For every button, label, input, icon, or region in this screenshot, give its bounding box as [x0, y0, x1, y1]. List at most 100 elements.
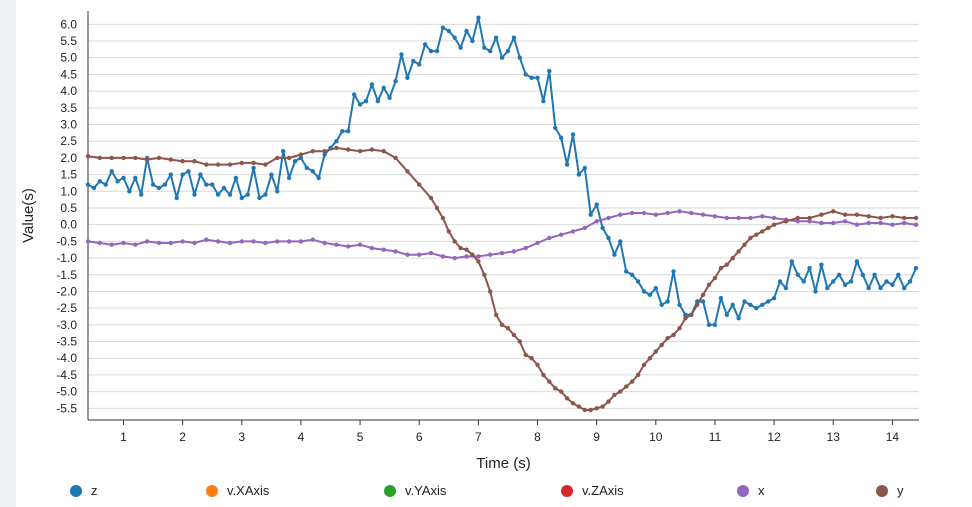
data-point [298, 239, 304, 244]
data-point [464, 254, 469, 259]
data-point [109, 169, 114, 174]
data-point [428, 48, 434, 54]
x-tick-label: 3 [238, 430, 245, 444]
data-point [588, 212, 593, 217]
data-point [150, 182, 156, 187]
data-point [180, 172, 185, 177]
data-point [109, 242, 114, 247]
data-point [476, 15, 481, 20]
y-tick-label: 1.0 [60, 184, 77, 198]
data-point [683, 316, 688, 321]
legend-item-z[interactable]: z [70, 483, 98, 498]
data-point [535, 75, 540, 81]
data-point [505, 48, 511, 54]
data-point [192, 159, 197, 164]
data-point [582, 225, 587, 231]
data-point [677, 302, 682, 307]
data-point [174, 195, 179, 201]
data-point [777, 279, 783, 284]
data-point [866, 285, 871, 291]
data-point [896, 272, 901, 277]
data-point [712, 322, 718, 327]
data-point [724, 262, 729, 267]
legend-label: x [758, 483, 765, 498]
data-point [902, 215, 907, 221]
data-point [399, 52, 404, 57]
data-point [292, 159, 298, 164]
data-point [458, 245, 463, 251]
data-point [564, 162, 570, 167]
legend-item-y[interactable]: y [876, 483, 904, 498]
data-point [405, 252, 410, 257]
data-point [346, 147, 351, 152]
legend-swatch [561, 484, 573, 497]
legend-item-v-xaxis[interactable]: v.XAxis [206, 483, 269, 498]
data-point [275, 155, 280, 161]
data-point [227, 162, 233, 167]
data-point [677, 326, 682, 331]
data-point [588, 407, 593, 413]
legend-item-v-yaxis[interactable]: v.YAxis [384, 483, 446, 498]
y-tick-label: -3.5 [56, 335, 77, 349]
data-point [748, 302, 753, 307]
legend-swatch [384, 484, 396, 497]
data-point [559, 389, 564, 394]
data-point [523, 72, 528, 77]
data-point [363, 98, 369, 104]
legend-item-v-zaxis[interactable]: v.ZAxis [561, 483, 624, 498]
data-point [706, 282, 712, 287]
data-point [381, 85, 386, 91]
line-chart: 6.0 5.5 5.0 4.5 4.0 3.5 3.0 2.5 2.0 1.5 1.0 0.5 0.0 -… [20, 11, 919, 472]
data-point [434, 205, 440, 211]
legend-swatch [206, 484, 218, 497]
series-line [87, 146, 916, 411]
data-point [700, 299, 706, 304]
data-point [760, 302, 765, 307]
data-point [180, 239, 185, 244]
data-point [239, 160, 244, 166]
data-point [813, 289, 818, 294]
data-point [310, 169, 315, 174]
data-point [334, 139, 339, 144]
data-point [168, 157, 173, 162]
data-point [913, 215, 919, 221]
data-point [488, 289, 493, 294]
data-point [215, 192, 221, 197]
data-point [541, 98, 546, 104]
data-point [340, 129, 345, 134]
data-point [641, 289, 647, 294]
data-point [452, 239, 457, 244]
data-point [251, 165, 256, 171]
data-point [866, 220, 871, 226]
legend-item-x[interactable]: x [737, 483, 765, 498]
data-point [564, 396, 570, 401]
data-point [109, 155, 114, 161]
data-point [665, 299, 670, 304]
data-point [582, 407, 587, 413]
x-tick-label: 6 [416, 430, 423, 444]
data-point [771, 222, 777, 227]
data-point [907, 279, 913, 284]
data-point [653, 349, 658, 354]
data-point [671, 269, 676, 274]
series-line [87, 16, 917, 326]
data-point [795, 272, 800, 277]
data-point [393, 249, 398, 254]
data-point [470, 38, 475, 44]
data-point [712, 275, 718, 281]
data-point [482, 272, 487, 277]
data-point [186, 169, 191, 174]
data-point [635, 372, 641, 378]
data-point [754, 232, 759, 237]
data-point [263, 162, 268, 167]
data-point [807, 219, 812, 224]
data-point [878, 220, 883, 226]
data-point [553, 125, 558, 131]
y-tick-label: 2.5 [60, 134, 77, 148]
data-point [227, 192, 233, 197]
data-point [801, 279, 806, 284]
data-point [422, 42, 428, 47]
data-point [890, 282, 895, 287]
data-point [493, 35, 499, 40]
data-point [156, 155, 162, 161]
